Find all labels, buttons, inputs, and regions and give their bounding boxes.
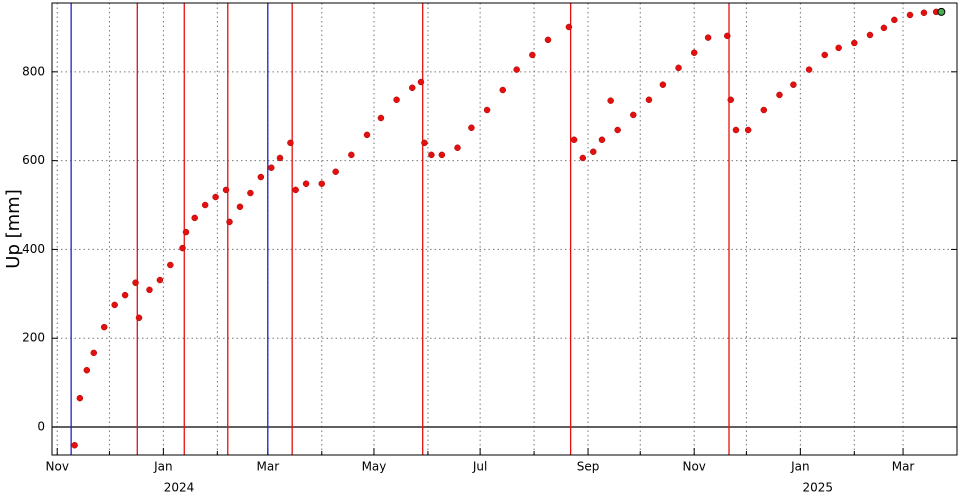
data-point — [348, 151, 355, 159]
data-point — [821, 51, 828, 59]
plot-frame — [51, 2, 958, 456]
data-point — [363, 131, 371, 139]
data-point — [614, 126, 621, 134]
data-point — [146, 286, 153, 294]
data-point — [544, 36, 552, 44]
data-point — [156, 276, 164, 284]
data-point — [201, 201, 209, 209]
data-point — [630, 111, 637, 119]
data-point — [565, 23, 573, 31]
data-point — [483, 106, 491, 114]
data-point — [191, 214, 198, 222]
data-point — [835, 44, 842, 52]
data-point — [318, 180, 326, 187]
data-point — [292, 186, 299, 194]
data-point — [302, 180, 310, 187]
data-point — [287, 139, 294, 147]
y-tick-label: 200 — [22, 331, 45, 345]
data-point — [805, 66, 813, 73]
x-tick-label: Mar — [256, 460, 279, 474]
data-point — [760, 106, 768, 114]
data-point — [727, 96, 734, 104]
x-tick-label: Sep — [577, 460, 600, 474]
data-point — [744, 126, 752, 134]
x-tick-label: May — [362, 460, 387, 474]
data-point — [268, 164, 275, 171]
data-point — [393, 96, 400, 104]
y-axis-label: Up [mm] — [3, 189, 24, 268]
data-point — [690, 49, 698, 56]
data-point — [417, 78, 425, 86]
data-point — [182, 228, 190, 236]
data-point — [570, 136, 578, 144]
data-point — [590, 148, 597, 155]
data-point — [468, 124, 475, 132]
x-tick-label: Jan — [790, 460, 810, 474]
data-point — [724, 32, 731, 40]
data-point — [579, 154, 587, 162]
data-point — [790, 81, 797, 88]
data-point — [776, 91, 783, 99]
data-point — [659, 81, 667, 88]
x-tick-label: Mar — [892, 460, 915, 474]
data-point — [598, 136, 606, 144]
data-point — [90, 349, 98, 357]
x-tick-label: Nov — [682, 460, 705, 474]
data-point — [226, 218, 233, 226]
y-tick-label: 800 — [22, 64, 45, 78]
data-point — [76, 394, 84, 402]
data-point — [247, 189, 254, 197]
data-point — [454, 144, 461, 151]
year-label: 2024 — [164, 481, 195, 495]
last-point — [937, 7, 946, 16]
data-point — [880, 24, 888, 32]
data-point — [332, 168, 339, 175]
data-point — [132, 279, 139, 286]
y-tick-label: 0 — [37, 420, 45, 434]
data-point — [135, 314, 143, 322]
data-point — [421, 139, 428, 147]
data-point — [906, 11, 914, 19]
data-point — [121, 291, 129, 299]
data-point — [675, 64, 682, 72]
data-point — [866, 31, 874, 39]
data-point — [851, 39, 858, 47]
data-point — [167, 261, 174, 269]
y-tick-label: 400 — [22, 242, 45, 256]
data-point — [438, 151, 446, 159]
data-point — [257, 173, 265, 181]
data-point — [645, 96, 653, 104]
x-tick-label: Jul — [472, 460, 487, 474]
year-label: 2025 — [802, 481, 833, 495]
x-tick-label: Jan — [153, 460, 173, 474]
data-point — [212, 193, 219, 201]
data-point — [377, 114, 385, 122]
data-point — [428, 151, 435, 159]
data-point — [499, 86, 507, 94]
data-point — [920, 9, 928, 17]
data-point — [409, 84, 416, 92]
data-point — [83, 366, 91, 374]
data-point — [891, 16, 898, 24]
data-point — [236, 203, 244, 211]
data-point — [529, 51, 536, 59]
data-point — [100, 323, 108, 331]
x-tick-label: Nov — [46, 460, 69, 474]
data-point — [607, 97, 614, 104]
data-point — [222, 186, 230, 194]
data-point — [276, 154, 284, 162]
data-point — [179, 244, 186, 252]
data-point — [732, 126, 740, 134]
data-point — [71, 441, 78, 449]
data-point — [513, 66, 520, 73]
y-tick-label: 600 — [22, 153, 45, 167]
data-point — [111, 301, 118, 309]
data-point — [704, 34, 712, 41]
